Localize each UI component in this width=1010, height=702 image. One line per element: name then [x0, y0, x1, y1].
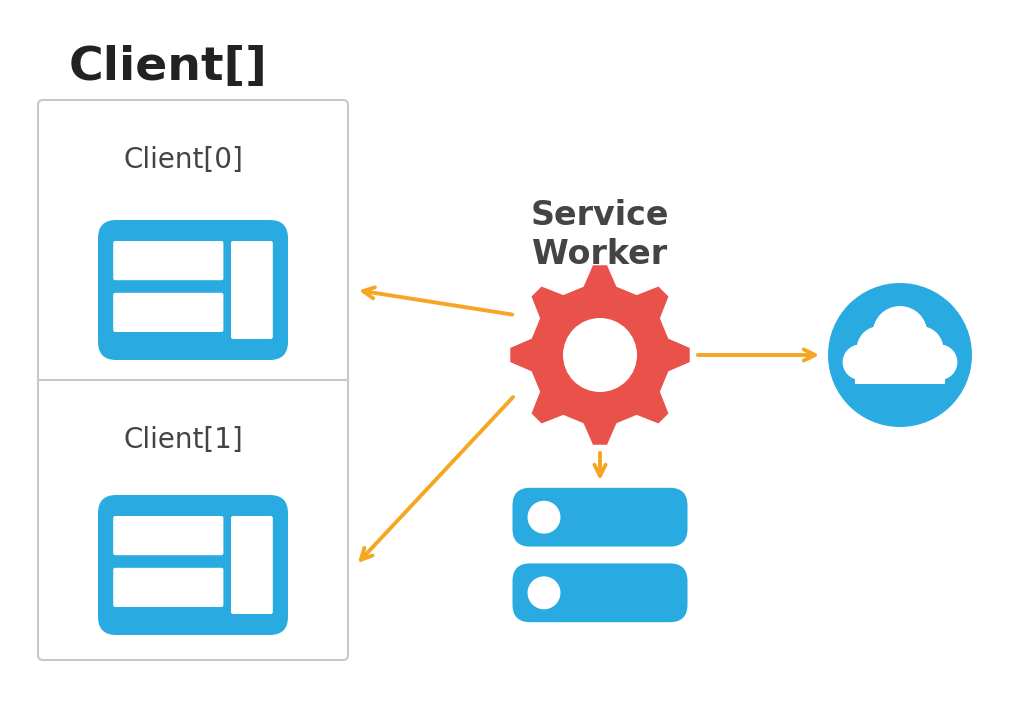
Circle shape	[842, 345, 878, 380]
FancyBboxPatch shape	[512, 488, 688, 547]
FancyBboxPatch shape	[231, 241, 273, 339]
Circle shape	[527, 576, 561, 609]
FancyBboxPatch shape	[38, 100, 348, 660]
Circle shape	[563, 318, 637, 392]
FancyBboxPatch shape	[113, 516, 223, 555]
FancyBboxPatch shape	[113, 241, 223, 280]
Circle shape	[897, 326, 943, 373]
Circle shape	[527, 501, 561, 534]
FancyBboxPatch shape	[512, 564, 688, 622]
FancyBboxPatch shape	[231, 516, 273, 614]
FancyBboxPatch shape	[113, 568, 223, 607]
Text: Client[0]: Client[0]	[123, 146, 243, 174]
Circle shape	[856, 326, 903, 373]
Text: Service
Worker: Service Worker	[530, 199, 670, 271]
Polygon shape	[510, 265, 690, 445]
Bar	[855, 352, 944, 384]
Circle shape	[922, 345, 957, 380]
FancyBboxPatch shape	[98, 220, 288, 360]
Circle shape	[873, 306, 927, 361]
FancyBboxPatch shape	[98, 495, 288, 635]
Text: Client[]: Client[]	[69, 46, 268, 91]
Text: Client[1]: Client[1]	[123, 426, 242, 454]
Circle shape	[828, 283, 972, 427]
FancyBboxPatch shape	[113, 293, 223, 332]
